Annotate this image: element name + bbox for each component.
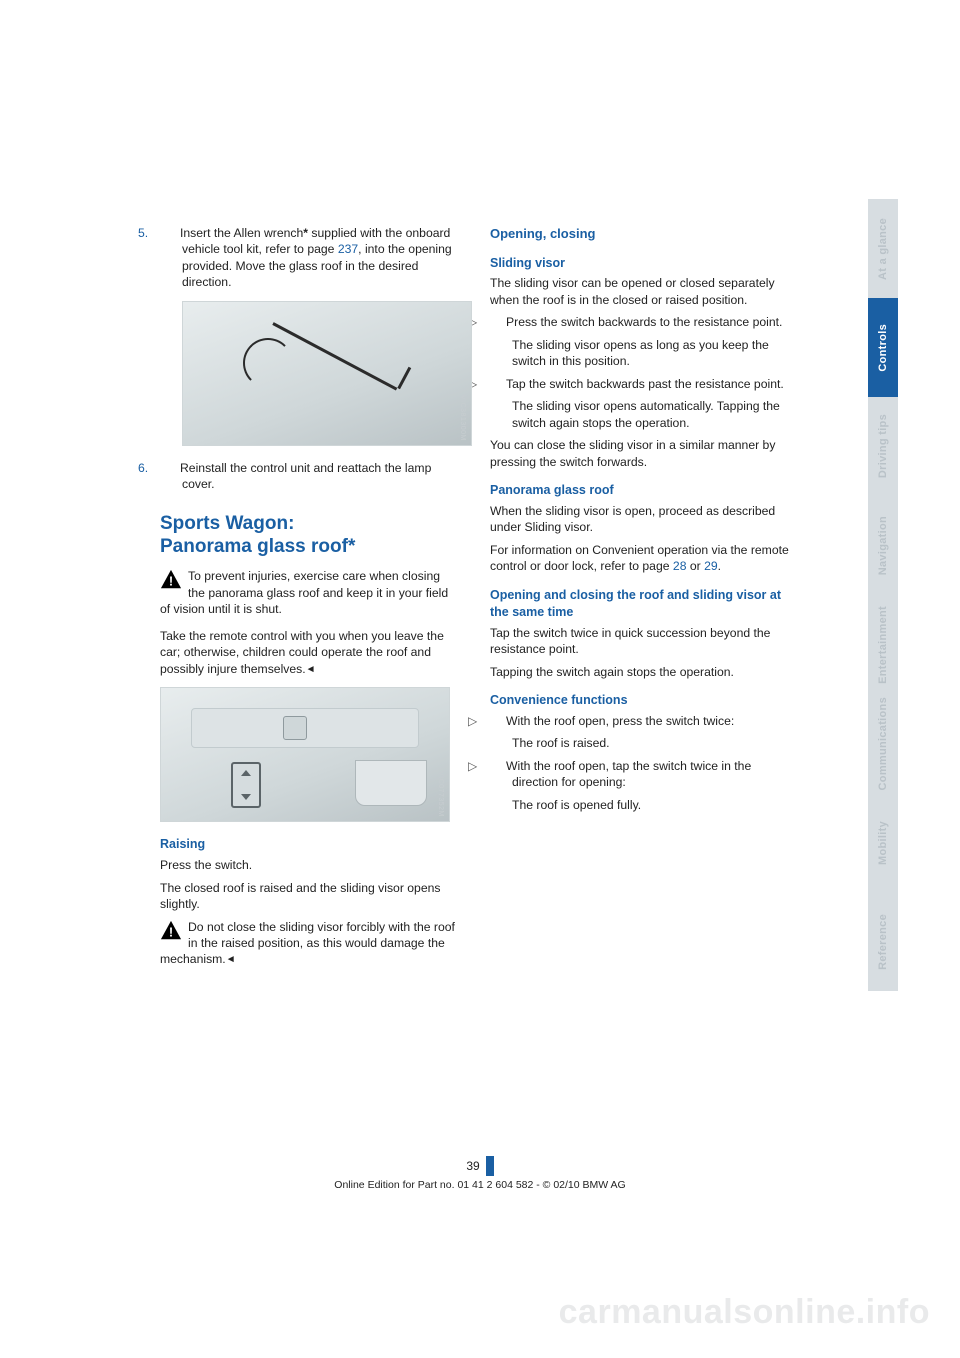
warning-icon: ! [160,920,182,940]
tab-label: Mobility [877,821,889,865]
body-text: You can close the sliding visor in a sim… [490,437,790,470]
section-tab[interactable]: Controls [868,298,898,397]
page-reference[interactable]: 237 [338,242,358,256]
tab-label: Reference [877,914,889,970]
body-text: Tapping the switch again stops the opera… [490,664,790,680]
section-tab[interactable]: Mobility [868,793,898,892]
section-heading: Sports Wagon: Panorama glass roof* [160,513,460,559]
subheading-sliding-visor: Sliding visor [490,255,790,272]
subheading-panorama: Panorama glass roof [490,482,790,499]
section-tab[interactable]: Reference [868,892,898,991]
subheading-opening-closing: Opening, closing [490,225,790,243]
triangle-bullet-icon: ▷ [490,758,506,774]
section-tab[interactable]: Entertainment [868,595,898,694]
edition-line: Online Edition for Part no. 01 41 2 604 … [0,1179,960,1191]
end-mark-icon: ◄ [226,953,236,967]
page-number-row: 39 [0,1156,960,1176]
list-text: Tap the switch backwards past the resist… [506,377,784,391]
tab-label: Communications [877,697,889,790]
list-text: The roof is opened fully. [490,797,790,813]
list-text: With the roof open, tap the switch twice… [506,759,751,789]
triangle-bullet-icon: ▷ [490,314,506,330]
list-text: The sliding visor opens automatically. T… [490,398,790,431]
list-text: Press the switch backwards to the resist… [506,315,782,329]
subheading-convenience: Convenience functions [490,692,790,709]
figure-shape [283,716,307,740]
svg-text:!: ! [169,574,173,589]
section-tabs: At a glance Controls Driving tips Navigatio… [868,199,898,991]
list-item: ▷With the roof open, press the switch tw… [490,713,790,729]
body-text: When the sliding visor is open, proceed … [490,503,790,536]
heading-line: Panorama glass roof* [160,536,460,559]
body-text: Press the switch. [160,857,460,873]
section-tab[interactable]: Navigation [868,496,898,595]
body-text: Tap the switch twice in quick succession… [490,625,790,658]
content-area: 5.Insert the Allen wrench* supplied with… [160,225,850,978]
list-text: The roof is raised. [490,735,790,751]
tab-label: Navigation [877,516,889,575]
tab-label: At a glance [877,218,889,280]
page-number: 39 [466,1159,479,1173]
svg-text:!: ! [169,924,173,939]
left-column: 5.Insert the Allen wrench* supplied with… [160,225,460,978]
figure-roof-switch: VIC077352M [160,687,450,822]
figure-allen-wrench: VIC381300M [182,301,472,446]
body-text: For information on Convenient operation … [490,542,790,575]
figure-caption: VIC381300M [458,395,467,441]
list-item: ▷With the roof open, tap the switch twic… [490,758,790,791]
tab-label: Driving tips [877,414,889,478]
end-mark-icon: ◄ [306,663,316,677]
manual-page: At a glance Controls Driving tips Navigatio… [0,0,960,1358]
subheading-roof-and-visor: Opening and closing the roof and sliding… [490,587,790,621]
list-text: With the roof open, press the switch twi… [506,714,734,728]
page-number-bar [486,1156,494,1176]
subheading-raising: Raising [160,836,460,853]
figure-shape [355,760,427,806]
right-column: Opening, closing Sliding visor The slidi… [490,225,790,978]
figure-shape [243,338,293,388]
step-number: 5. [160,225,180,241]
figure-shape [231,762,261,808]
figure-caption: VIC077352M [436,771,445,817]
heading-line: Sports Wagon: [160,513,460,536]
section-tab[interactable]: Driving tips [868,397,898,496]
step-5: 5.Insert the Allen wrench* supplied with… [160,225,460,291]
page-footer: 39 Online Edition for Part no. 01 41 2 6… [0,1156,960,1191]
warning-text: Take the remote control with you when yo… [160,628,460,677]
step-text: Insert the Allen wrench [180,226,303,240]
triangle-bullet-icon: ▷ [490,376,506,392]
tab-label: Entertainment [877,606,889,684]
warning-icon: ! [160,569,182,589]
triangle-bullet-icon: ▷ [490,713,506,729]
warning-block: ! Do not close the sliding visor forcibl… [160,919,460,968]
site-watermark: carmanualsonline.info [559,1293,930,1332]
warning-text: To prevent injuries, exercise care when … [160,569,448,616]
warning-block: ! To prevent injuries, exercise care whe… [160,568,460,617]
body-text: The sliding visor can be opened or close… [490,275,790,308]
section-tab[interactable]: At a glance [868,199,898,298]
tab-label: Controls [877,324,889,372]
list-item: ▷Press the switch backwards to the resis… [490,314,790,330]
page-reference[interactable]: 28 [673,559,687,573]
step-number: 6. [160,460,180,476]
list-text: The sliding visor opens as long as you k… [490,337,790,370]
warning-text: Do not close the sliding visor forcibly … [160,920,455,967]
body-text: The closed roof is raised and the slidin… [160,880,460,913]
step-text: Reinstall the control unit and reattach … [180,461,431,491]
list-item: ▷Tap the switch backwards past the resis… [490,376,790,392]
page-reference[interactable]: 29 [704,559,718,573]
section-tab[interactable]: Communications [868,694,898,793]
step-6: 6.Reinstall the control unit and reattac… [160,460,460,493]
